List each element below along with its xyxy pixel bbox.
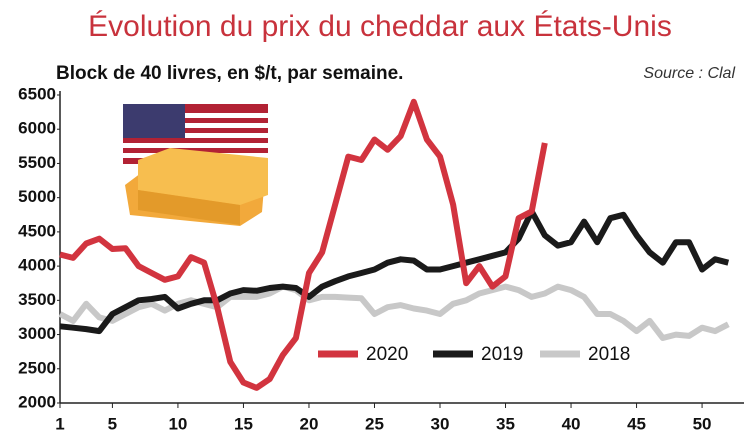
y-tick-label: 2000 (18, 392, 56, 411)
x-tick-label: 50 (693, 414, 712, 433)
legend-label: 2018 (588, 344, 630, 365)
chart-title: Évolution du prix du cheddar aux États-U… (88, 10, 672, 43)
x-tick-label: 20 (300, 414, 319, 433)
y-tick-label: 6000 (18, 119, 56, 138)
x-tick-label: 30 (431, 414, 450, 433)
x-tick-label: 45 (627, 414, 646, 433)
x-tick-label: 25 (365, 414, 384, 433)
legend-label: 2019 (481, 344, 523, 365)
series-line (58, 283, 730, 341)
y-tick-label: 4000 (18, 256, 56, 275)
series-line (59, 98, 548, 391)
x-tick-label: 10 (168, 414, 187, 433)
x-tick-label: 1 (55, 414, 64, 433)
y-tick-label: 6500 (18, 84, 56, 103)
y-tick-label: 5000 (18, 187, 56, 206)
y-tick-label: 5500 (18, 153, 56, 172)
legend-label: 2020 (366, 344, 408, 365)
x-tick-label: 5 (108, 414, 117, 433)
x-tick-label: 35 (496, 414, 515, 433)
y-tick-label: 3000 (18, 324, 56, 343)
y-tick-label: 2500 (18, 358, 56, 377)
series-line (59, 208, 730, 335)
flag-illustration (123, 104, 268, 226)
x-tick-label: 15 (234, 414, 253, 433)
y-tick-label: 3500 (18, 290, 56, 309)
x-tick-label: 40 (562, 414, 581, 433)
y-tick-label: 4500 (18, 221, 56, 240)
subtitle: Block de 40 livres, en $/t, par semaine. (56, 63, 403, 84)
source: Source : Clal (643, 65, 735, 82)
